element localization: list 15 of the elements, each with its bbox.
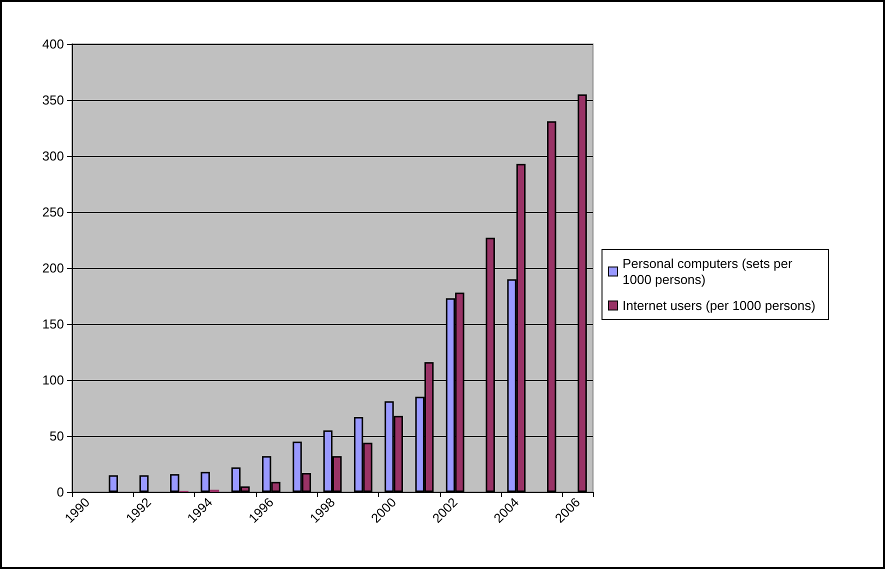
y-tick-label: 350 xyxy=(42,92,64,108)
bar xyxy=(108,475,118,492)
y-tick-label: 150 xyxy=(42,316,64,332)
y-tick-label: 400 xyxy=(42,36,64,52)
y-tick-label: 100 xyxy=(42,372,64,388)
y-tick-label: 200 xyxy=(42,260,64,276)
y-tick-label: 50 xyxy=(50,428,64,444)
legend-label: Internet users (per 1000 persons) xyxy=(622,298,816,313)
y-tick-label: 250 xyxy=(42,204,64,220)
y-tick-label: 0 xyxy=(56,484,64,500)
bar xyxy=(200,472,210,492)
bar xyxy=(139,475,149,492)
legend-label: Personal computers (sets per 1000 persons) xyxy=(622,256,796,287)
bar xyxy=(170,474,180,492)
y-tick-label: 300 xyxy=(42,148,64,164)
